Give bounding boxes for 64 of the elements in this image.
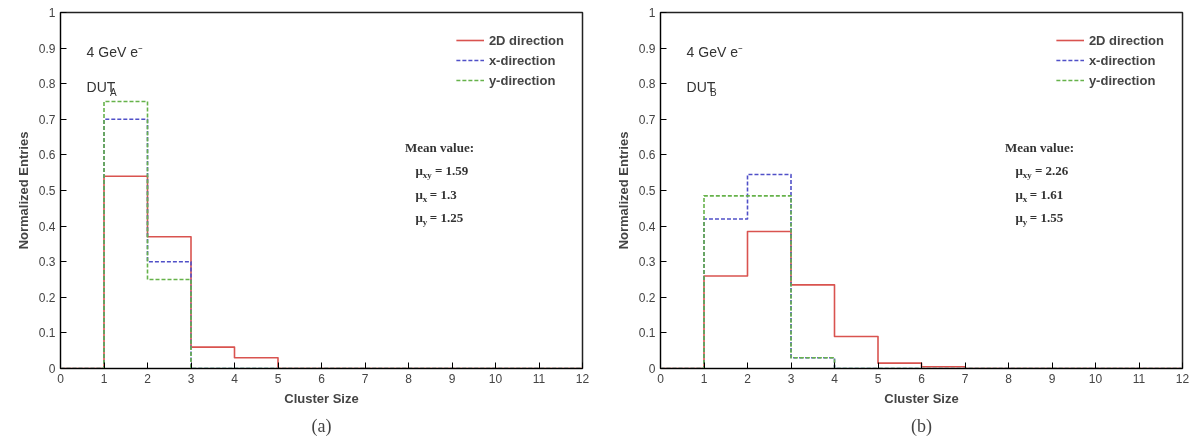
- x-tick-label: 11: [1132, 371, 1146, 386]
- x-tick-label: 2: [144, 371, 152, 386]
- y-axis-title: Normalized Entries: [615, 131, 631, 250]
- x-tick-label: 10: [1088, 371, 1103, 386]
- legend-label: x-direction: [1088, 52, 1156, 68]
- annotation: 4 GeV e⁻: [686, 43, 743, 60]
- y-tick-label: 0.8: [638, 77, 656, 92]
- text: (b): [911, 415, 933, 437]
- x-tick-label: 5: [874, 371, 882, 386]
- y-tick-label: 0.9: [38, 41, 56, 56]
- y-tick-label: 0.8: [38, 77, 56, 92]
- annotation: 4 GeV e⁻: [86, 43, 143, 60]
- y-tick-label: 0.5: [638, 184, 656, 198]
- annotation: Mean value:: [1005, 140, 1074, 156]
- legend-label: y-direction: [1088, 72, 1156, 88]
- legend-label: 2D direction: [1088, 32, 1164, 48]
- x-tick-label: 5: [274, 371, 282, 386]
- y-tick-label: 0.1: [38, 326, 56, 341]
- x-tick-label: 10: [488, 371, 503, 386]
- x-tick-label: 8: [405, 371, 413, 386]
- x-tick-label: 2: [744, 371, 752, 386]
- x-tick-label: 1: [100, 371, 108, 386]
- x-tick-label: 12: [575, 371, 590, 386]
- y-tick-label: 0.3: [38, 255, 56, 270]
- x-tick-label: 11: [532, 371, 546, 386]
- y-tick-label: 0.1: [638, 326, 656, 341]
- y-tick-label: 0.6: [38, 148, 56, 163]
- x-tick-label: 3: [187, 371, 195, 386]
- x-axis-title: Cluster Size: [884, 390, 959, 406]
- x-tick-label: 6: [918, 371, 926, 386]
- x-tick-label: 9: [1048, 371, 1056, 386]
- y-tick-label: 0.2: [638, 290, 656, 305]
- y-tick-label: 0.5: [38, 184, 56, 198]
- y-tick-label: 0.2: [38, 290, 56, 305]
- y-tick-label: 0.7: [638, 112, 656, 127]
- x-tick-label: 8: [1005, 371, 1013, 386]
- y-tick-label: 1: [48, 6, 56, 20]
- y-tick-label: 0: [648, 362, 656, 376]
- y-tick-label: 0.9: [638, 41, 656, 56]
- x-tick-label: 7: [361, 371, 369, 386]
- y-tick-label: 0: [48, 362, 56, 376]
- y-tick-label: 0.3: [638, 255, 656, 270]
- annotation: DUTB: [686, 79, 718, 98]
- y-tick-label: 0.7: [38, 112, 56, 127]
- x-tick-label: 12: [1175, 371, 1190, 386]
- y-tick-label: 1: [648, 6, 656, 20]
- x-tick-label: 1: [700, 371, 708, 386]
- x-tick-label: 4: [831, 371, 839, 386]
- y-tick-label: 0.4: [638, 219, 656, 234]
- y-tick-label: 0.4: [38, 219, 56, 234]
- x-tick-label: 6: [318, 371, 326, 386]
- annotation: Mean value:: [405, 140, 474, 156]
- x-tick-label: 4: [231, 371, 239, 386]
- x-tick-label: 3: [787, 371, 795, 386]
- text: (a): [311, 415, 332, 437]
- y-axis-title: Normalized Entries: [15, 131, 31, 250]
- legend-label: x-direction: [488, 52, 556, 68]
- y-tick-label: 0.6: [638, 148, 656, 163]
- legend-label: y-direction: [488, 72, 556, 88]
- x-tick-label: 9: [448, 371, 456, 386]
- x-tick-label: 7: [961, 371, 969, 386]
- annotation: DUTA: [86, 79, 118, 98]
- legend-label: 2D direction: [488, 32, 564, 48]
- x-axis-title: Cluster Size: [284, 390, 359, 406]
